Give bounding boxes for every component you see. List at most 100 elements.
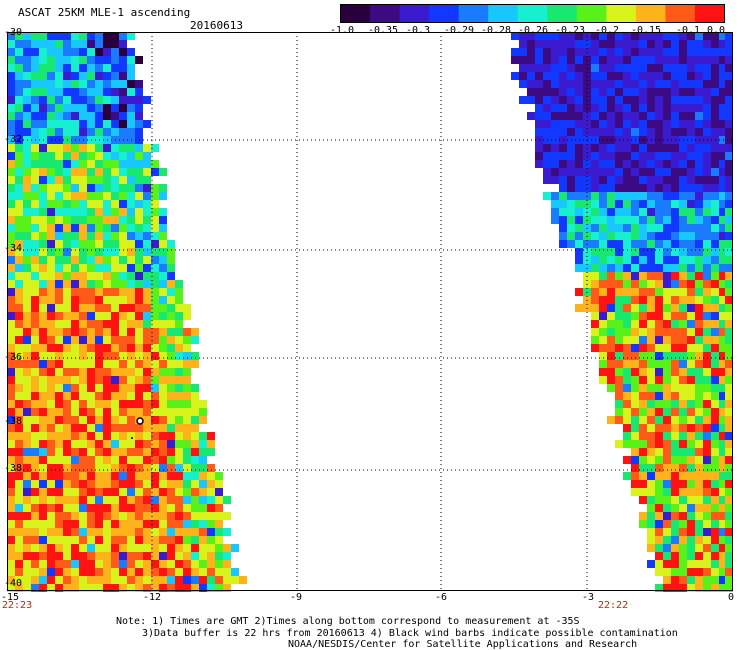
swath-cell [167,440,175,448]
swath-cell [15,288,23,296]
swath-cell [567,32,575,40]
swath-cell [175,456,183,464]
swath-cell [647,304,655,312]
swath-cell [719,192,727,200]
swath-cell [631,256,639,264]
swath-cell [663,48,671,56]
swath-cell [615,168,623,176]
swath-cell [7,360,15,368]
swath-cell [639,120,647,128]
swath-cell [679,120,687,128]
swath-cell [111,224,119,232]
swath-cell [143,576,151,584]
swath-cell [119,304,127,312]
swath-cell [703,72,711,80]
swath-cell [599,104,607,112]
swath-cell [111,160,119,168]
swath-cell [575,152,583,160]
swath-cell [47,368,55,376]
swath-cell [591,48,599,56]
swath-cell [725,392,733,400]
swath-cell [47,240,55,248]
swath-cell [87,464,95,472]
swath-cell [151,312,159,320]
swath-cell [559,56,567,64]
swath-cell [703,232,711,240]
swath-cell [647,296,655,304]
swath-cell [703,368,711,376]
swath-cell [127,544,135,552]
swath-cell [567,240,575,248]
swath-cell [647,72,655,80]
swath-cell [47,520,55,528]
swath-cell [111,384,119,392]
swath-cell [127,368,135,376]
swath-cell [127,216,135,224]
swath-cell [175,392,183,400]
swath-cell [543,112,551,120]
swath-cell [527,112,535,120]
swath-cell [47,176,55,184]
swath-cell [31,360,39,368]
swath-cell [623,72,631,80]
swath-cell [143,192,151,200]
swath-cell [607,248,615,256]
swath-cell [687,64,695,72]
swath-cell [31,224,39,232]
swath-cell [175,368,183,376]
swath-cell [79,536,87,544]
swath-cell [567,144,575,152]
swath-cell [671,208,679,216]
swath-cell [647,280,655,288]
swath-cell [679,472,687,480]
swath-cell [119,416,127,424]
swath-cell [663,424,671,432]
swath-cell [151,416,159,424]
swath-cell [711,440,719,448]
swath-cell [695,472,703,480]
swath-cell [143,224,151,232]
swath-cell [623,344,631,352]
swath-cell [71,544,79,552]
swath-cell [111,584,119,592]
swath-cell [711,80,719,88]
swath-cell [167,464,175,472]
swath-cell [119,344,127,352]
swath-cell [79,552,87,560]
swath-cell [167,544,175,552]
swath-cell [47,264,55,272]
swath-cell [679,432,687,440]
swath-cell [55,160,63,168]
swath-cell [191,432,199,440]
swath-cell [631,64,639,72]
swath-cell [703,360,711,368]
swath-cell [15,504,23,512]
swath-cell [671,360,679,368]
swath-cell [111,352,119,360]
swath-cell [63,120,71,128]
swath-cell [663,336,671,344]
swath-cell [647,192,655,200]
swath-cell [647,488,655,496]
swath-cell [607,296,615,304]
swath-cell [623,272,631,280]
swath-cell [39,512,47,520]
swath-cell [39,352,47,360]
swath-cell [63,128,71,136]
swath-cell [607,96,615,104]
swath-cell [7,392,15,400]
swath-cell [183,464,191,472]
swath-cell [623,248,631,256]
colorbar-tick: -0.28 [480,25,512,36]
swath-cell [655,352,663,360]
swath-cell [47,408,55,416]
swath-cell [175,440,183,448]
swath-cell [671,376,679,384]
swath-cell [31,80,39,88]
swath-cell [725,496,733,504]
swath-cell [143,120,151,128]
swath-cell [135,224,143,232]
swath-cell [23,256,31,264]
swath-cell [535,72,543,80]
swath-cell [111,328,119,336]
